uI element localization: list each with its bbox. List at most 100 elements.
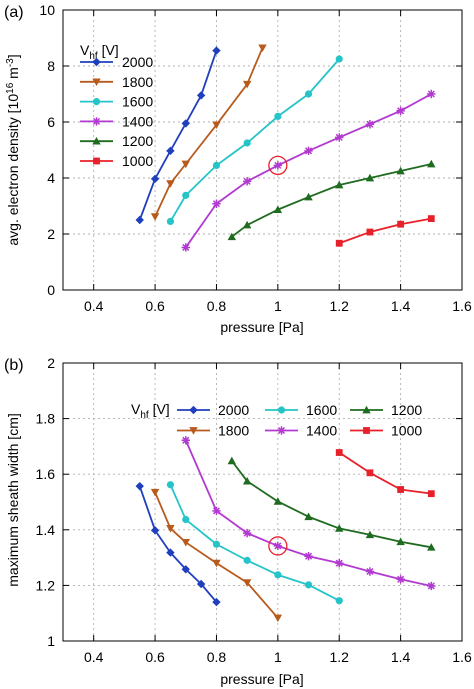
series-1400 xyxy=(181,89,436,252)
x-tick-label-6: 1.6 xyxy=(452,298,472,314)
panel-label: (b) xyxy=(4,357,24,374)
data-point-1200-7 xyxy=(427,543,436,551)
data-point-2000-1 xyxy=(150,174,160,184)
data-point-1400-5 xyxy=(335,133,344,142)
data-point-1200-6 xyxy=(396,166,405,175)
series-1600 xyxy=(166,55,343,225)
series-line-1600 xyxy=(169,484,340,602)
legend-title: Vhf [V] xyxy=(80,42,119,62)
legend-marker-1200 xyxy=(362,405,371,414)
y-tick-label-0: 0 xyxy=(47,282,55,298)
x-tick-label-6: 1.6 xyxy=(452,649,472,665)
legend-label-1600: 1600 xyxy=(122,94,153,110)
legend-entry-1200: 1200 xyxy=(80,133,153,149)
legend-marker-2000 xyxy=(189,405,198,415)
y-axis-label-part: -3 xyxy=(5,58,16,67)
x-tick-label-2: 0.8 xyxy=(207,298,227,314)
y-axis-label-part: m xyxy=(5,67,21,83)
data-point-1800-2 xyxy=(181,160,190,169)
data-point-1000-1 xyxy=(366,228,374,236)
x-tick-label-4: 1.2 xyxy=(329,298,349,314)
series-line-1200 xyxy=(231,460,432,549)
legend-label-2000: 2000 xyxy=(218,402,249,418)
legend-entry-1400: 1400 xyxy=(80,113,153,129)
legend-label-1600: 1600 xyxy=(306,402,337,418)
data-point-1200-5 xyxy=(365,530,375,539)
series-1600 xyxy=(166,481,343,605)
y-axis-label: avg. electron density [1016 m-3] xyxy=(5,54,21,245)
data-point-1400-5 xyxy=(335,558,344,568)
data-point-1200-2 xyxy=(273,205,283,213)
legend-entry-1800: 1800 xyxy=(177,423,249,439)
data-point-1400-8 xyxy=(427,581,436,591)
legend-label-1800: 1800 xyxy=(122,74,153,90)
data-point-1800-1 xyxy=(166,525,175,533)
data-point-1200-7 xyxy=(427,159,436,168)
series-line-1200 xyxy=(231,163,432,238)
x-tick-label-3: 1 xyxy=(274,649,282,665)
grid-lines xyxy=(63,363,462,641)
data-point-1400-0 xyxy=(181,436,190,445)
data-point-1000-2 xyxy=(397,486,405,493)
data-point-2000-3 xyxy=(181,119,190,128)
legend-label-2000: 2000 xyxy=(122,54,153,70)
data-point-2000-2 xyxy=(166,548,175,557)
legend-marker-1800 xyxy=(189,427,198,435)
legend-entry-1600: 1600 xyxy=(265,402,337,418)
x-axis-label: pressure [Pa] xyxy=(220,319,303,335)
legend: Vhf [V]2000 1800 1600 1400 1200 1000 xyxy=(80,42,153,169)
data-point-1800-3 xyxy=(212,559,221,568)
x-tick-label-1: 0.6 xyxy=(145,298,165,314)
data-point-1000-1 xyxy=(366,469,374,477)
legend-label-1400: 1400 xyxy=(306,423,337,439)
data-point-1200-3 xyxy=(304,192,313,201)
data-point-1800-2 xyxy=(181,538,190,547)
y-tick-label-1: 2 xyxy=(47,226,55,242)
legend-marker-1000 xyxy=(93,157,100,165)
chart-panel-a: 0.4 0.6 0.8 1 1.2 1.4 1.6 0 2 4 6 8 10 (a) pressure [P… xyxy=(4,2,472,335)
data-point-1000-2 xyxy=(397,220,405,228)
data-point-1200-0 xyxy=(227,232,237,241)
series-1400 xyxy=(181,436,436,591)
y-axis-label-part: 16 xyxy=(5,82,16,94)
x-tick-label-3: 1 xyxy=(274,298,282,314)
data-point-1400-6 xyxy=(365,567,375,576)
data-point-1200-6 xyxy=(396,537,405,546)
x-tick-label-4: 1.2 xyxy=(329,649,349,665)
grid-lines xyxy=(63,10,462,290)
data-point-2000-4 xyxy=(196,579,206,589)
series-line-2000 xyxy=(138,50,218,221)
series-2000 xyxy=(135,46,221,225)
data-point-1800-1 xyxy=(166,180,175,188)
plot-frame xyxy=(62,9,463,291)
data-point-1200-4 xyxy=(335,180,344,189)
x-tick-label-0: 0.4 xyxy=(84,298,104,314)
data-point-1600-0 xyxy=(166,217,175,225)
legend-label-1200: 1200 xyxy=(122,133,153,149)
data-point-1400-1 xyxy=(212,506,221,516)
axis-ticks: 0.4 0.6 0.8 1 1.2 1.4 1.6 1 1.2 1.4 1.6 1.8 2 xyxy=(36,355,472,665)
series-1200 xyxy=(227,159,436,241)
legend-label-1000: 1000 xyxy=(391,423,422,439)
series-1800 xyxy=(150,44,267,221)
data-point-1800-4 xyxy=(242,80,252,89)
legend-entry-2000: 2000 xyxy=(80,54,153,70)
data-point-1400-3 xyxy=(273,541,283,551)
series-1200 xyxy=(227,456,436,551)
data-point-1400-4 xyxy=(304,146,313,156)
data-point-1400-4 xyxy=(304,552,313,561)
data-point-1000-0 xyxy=(335,449,343,456)
y-tick-label-0: 1 xyxy=(47,633,55,649)
legend-title-part: V xyxy=(80,42,90,58)
legend-title-part: hf xyxy=(140,410,149,421)
legend-marker-1200 xyxy=(92,137,101,145)
legend-title-part: hf xyxy=(89,51,98,62)
data-point-1800-5 xyxy=(258,44,267,52)
data-point-1600-4 xyxy=(274,112,282,120)
y-tick-label-1: 1.2 xyxy=(36,577,56,593)
data-point-2000-5 xyxy=(212,597,221,607)
data-point-2000-4 xyxy=(196,91,206,100)
legend-marker-1800 xyxy=(92,78,101,86)
data-point-1600-3 xyxy=(243,139,251,147)
